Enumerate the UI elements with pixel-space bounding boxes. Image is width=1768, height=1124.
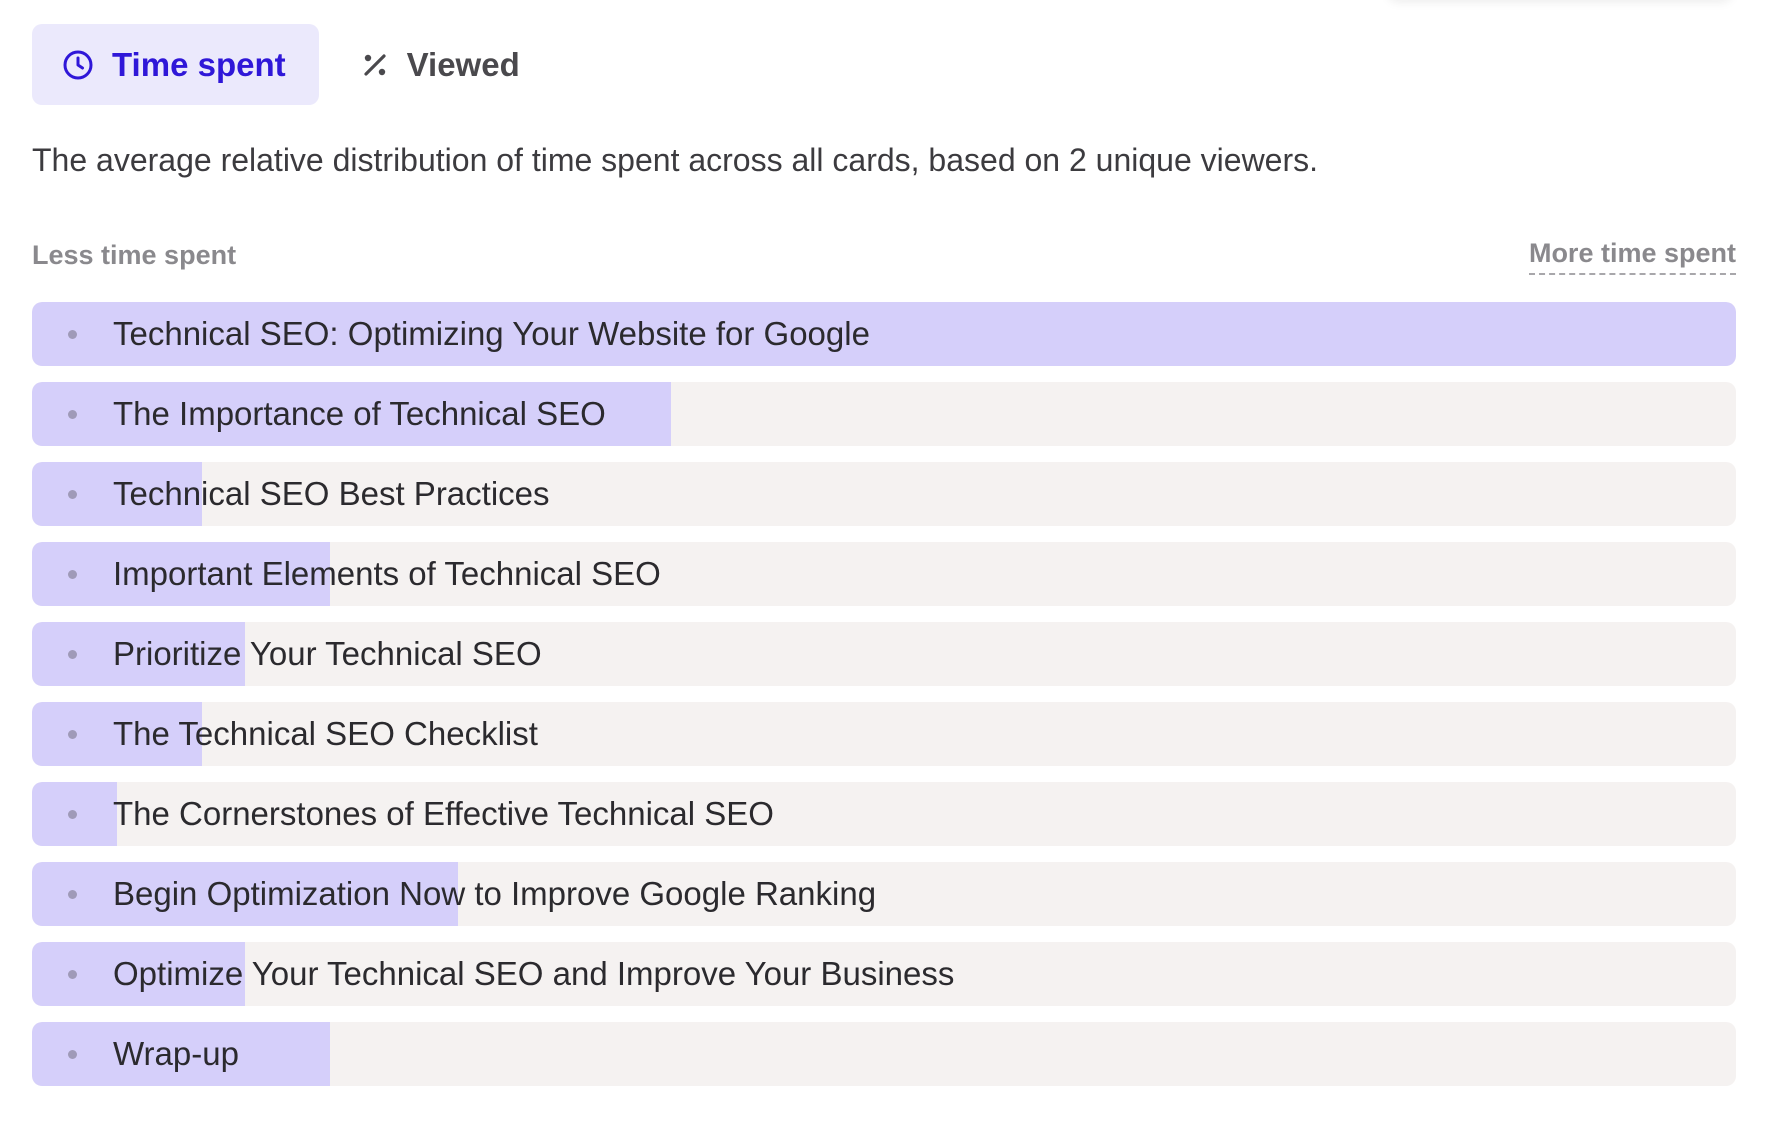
bullet-dot-icon: [68, 490, 77, 499]
bullet-dot-icon: [68, 650, 77, 659]
time-bar-fill: [32, 622, 245, 686]
time-bar-fill: [32, 1022, 331, 1086]
bullet-dot-icon: [68, 330, 77, 339]
time-bar-fill: [32, 302, 1736, 366]
card-time-list: Technical SEO: Optimizing Your Website f…: [32, 302, 1736, 1086]
card-row[interactable]: Wrap-up: [32, 1022, 1736, 1086]
card-title: The Importance of Technical SEO: [113, 395, 606, 432]
card-row[interactable]: Important Elements of Technical SEO: [32, 542, 1736, 606]
bullet-dot-icon: [68, 890, 77, 899]
time-bar-fill: [32, 862, 458, 926]
less-time-label: Less time spent: [32, 240, 237, 270]
card-title: Optimize Your Technical SEO and Improve …: [113, 955, 955, 992]
bullet-dot-icon: [68, 1050, 77, 1059]
card-row[interactable]: The Importance of Technical SEO: [32, 382, 1736, 446]
time-distribution-panel: Time spent Viewed The average relative d…: [32, 24, 1736, 1102]
card-row[interactable]: The Cornerstones of Effective Technical …: [32, 782, 1736, 846]
time-bar-fill: [32, 942, 245, 1006]
time-bar-fill: [32, 702, 203, 766]
card-title: Wrap-up: [113, 1035, 239, 1072]
bullet-dot-icon: [68, 810, 77, 819]
card-row[interactable]: Prioritize Your Technical SEO: [32, 622, 1736, 686]
card-row[interactable]: Optimize Your Technical SEO and Improve …: [32, 942, 1736, 1006]
bullet-dot-icon: [68, 410, 77, 419]
card-title: The Cornerstones of Effective Technical …: [113, 795, 774, 832]
card-title: Prioritize Your Technical SEO: [113, 635, 542, 672]
more-time-label[interactable]: More time spent: [1528, 238, 1736, 275]
bullet-dot-icon: [68, 970, 77, 979]
card-row[interactable]: Technical SEO: Optimizing Your Website f…: [32, 302, 1736, 366]
card-title: Important Elements of Technical SEO: [113, 555, 661, 592]
time-scale-legend: Less time spent More time spent: [32, 234, 1736, 286]
card-row[interactable]: Begin Optimization Now to Improve Google…: [32, 862, 1736, 926]
clock-icon: [63, 50, 93, 79]
card-title: Begin Optimization Now to Improve Google…: [113, 875, 877, 912]
percent-icon: [364, 53, 386, 76]
time-bar-fill: [32, 462, 203, 526]
tab-viewed[interactable]: Viewed: [331, 24, 553, 105]
metric-tabs: Time spent Viewed: [32, 24, 1736, 105]
tab-viewed-label: Viewed: [406, 45, 520, 83]
bullet-dot-icon: [68, 730, 77, 739]
card-title: Technical SEO: Optimizing Your Website f…: [113, 315, 870, 352]
time-bar-fill: [32, 382, 671, 446]
tab-time-spent-label: Time spent: [112, 45, 286, 83]
card-title: The Technical SEO Checklist: [113, 715, 538, 752]
distribution-description: The average relative distribution of tim…: [32, 142, 1319, 178]
card-row[interactable]: Technical SEO Best Practices: [32, 462, 1736, 526]
tab-time-spent[interactable]: Time spent: [32, 24, 319, 105]
time-bar-fill: [32, 542, 331, 606]
card-title: Technical SEO Best Practices: [113, 475, 550, 512]
bullet-dot-icon: [68, 570, 77, 579]
card-row[interactable]: The Technical SEO Checklist: [32, 702, 1736, 766]
